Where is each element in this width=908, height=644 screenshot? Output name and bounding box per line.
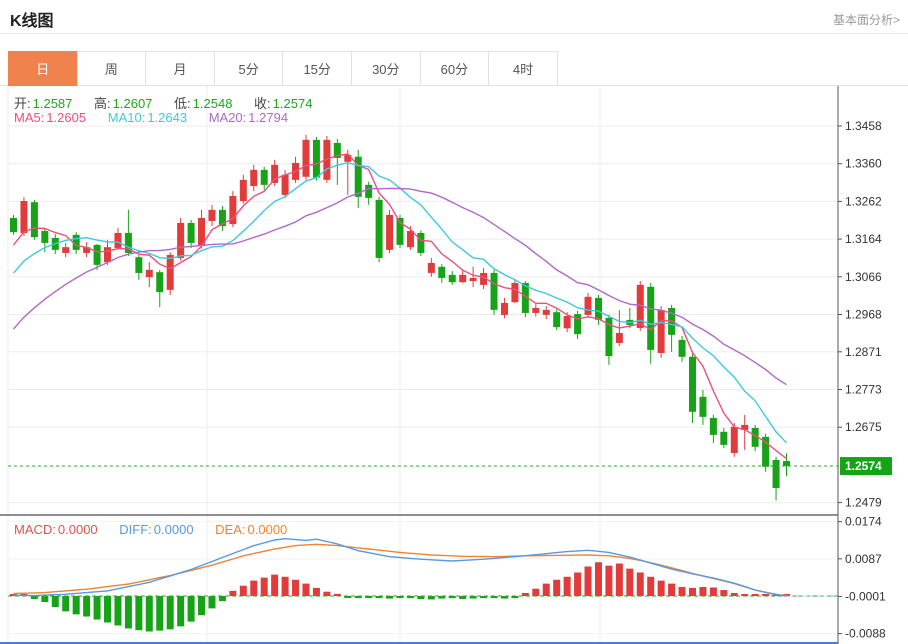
ma5-label: MA5:: [14, 110, 45, 125]
svg-text:1.3164: 1.3164: [845, 232, 882, 246]
ma20-value: 1.2794: [248, 110, 289, 125]
open-value: 1.2587: [32, 96, 73, 111]
high-value: 1.2607: [112, 96, 153, 111]
svg-text:-0.0001: -0.0001: [845, 589, 886, 603]
fundamental-analysis-link[interactable]: 基本面分析>: [832, 13, 900, 27]
low-label: 低:: [174, 96, 191, 111]
ma10-label: MA10:: [107, 110, 146, 125]
macd-legend: MACD: 0.0000 DIFF: 0.0000 DEA: 0.0000: [14, 522, 289, 537]
macd-value: 0.0000: [57, 522, 98, 537]
ma10-value: 1.2643: [147, 110, 188, 125]
open-label: 开:: [14, 96, 31, 111]
page-title: K线图: [10, 13, 54, 30]
ma5-value: 1.2605: [46, 110, 87, 125]
svg-text:1.3262: 1.3262: [845, 194, 882, 208]
chart-canvas[interactable]: 1.3458 1.3360 1.3262 1.3164 1.3066 1.2968 1.28…: [0, 86, 908, 644]
diff-value: 0.0000: [153, 522, 194, 537]
close-label: 收:: [254, 96, 271, 111]
svg-text:1.2773: 1.2773: [845, 383, 882, 397]
ma-legend: MA5: 1.2605 MA10: 1.2643 MA20: 1.2794: [14, 110, 290, 125]
svg-text:1.2968: 1.2968: [845, 307, 882, 321]
diff-label: DIFF:: [119, 522, 152, 537]
tab-month[interactable]: 月: [145, 51, 215, 86]
current-price-tag: 1.2574: [845, 459, 882, 473]
svg-text:1.2675: 1.2675: [845, 420, 882, 434]
svg-text:1.3066: 1.3066: [845, 270, 882, 284]
low-value: 1.2548: [192, 96, 233, 111]
svg-text:1.3458: 1.3458: [845, 119, 882, 133]
page-header: K线图 基本面分析>: [0, 0, 908, 34]
tab-week[interactable]: 周: [76, 51, 147, 86]
ohlc-legend: 开: 1.2587 高: 1.2607 低: 1.2548 收: 1.2574: [14, 93, 314, 112]
svg-text:1.2871: 1.2871: [845, 345, 882, 359]
high-label: 高:: [94, 96, 111, 111]
dea-value: 0.0000: [247, 522, 288, 537]
svg-text:0.0087: 0.0087: [845, 552, 882, 566]
tab-4hour[interactable]: 4时: [488, 51, 558, 86]
svg-text:-0.0088: -0.0088: [845, 627, 886, 641]
svg-text:1.3360: 1.3360: [845, 157, 882, 171]
tab-60min[interactable]: 60分: [419, 51, 490, 86]
svg-text:1.2479: 1.2479: [845, 496, 882, 510]
tab-30min[interactable]: 30分: [351, 51, 421, 86]
tab-15min[interactable]: 15分: [282, 51, 352, 86]
svg-text:0.0174: 0.0174: [845, 515, 882, 529]
dea-label: DEA:: [215, 522, 246, 537]
ma20-label: MA20:: [208, 110, 247, 125]
close-value: 1.2574: [272, 96, 313, 111]
kline-chart[interactable]: 1.3458 1.3360 1.3262 1.3164 1.3066 1.2968 1.28…: [0, 86, 908, 644]
interval-tabbar: 日周月 5分 15分 30分 60分 4时: [0, 51, 908, 86]
tab-5min[interactable]: 5分: [213, 51, 284, 86]
tab-day[interactable]: 日: [8, 51, 78, 86]
macd-label: MACD:: [14, 522, 56, 537]
